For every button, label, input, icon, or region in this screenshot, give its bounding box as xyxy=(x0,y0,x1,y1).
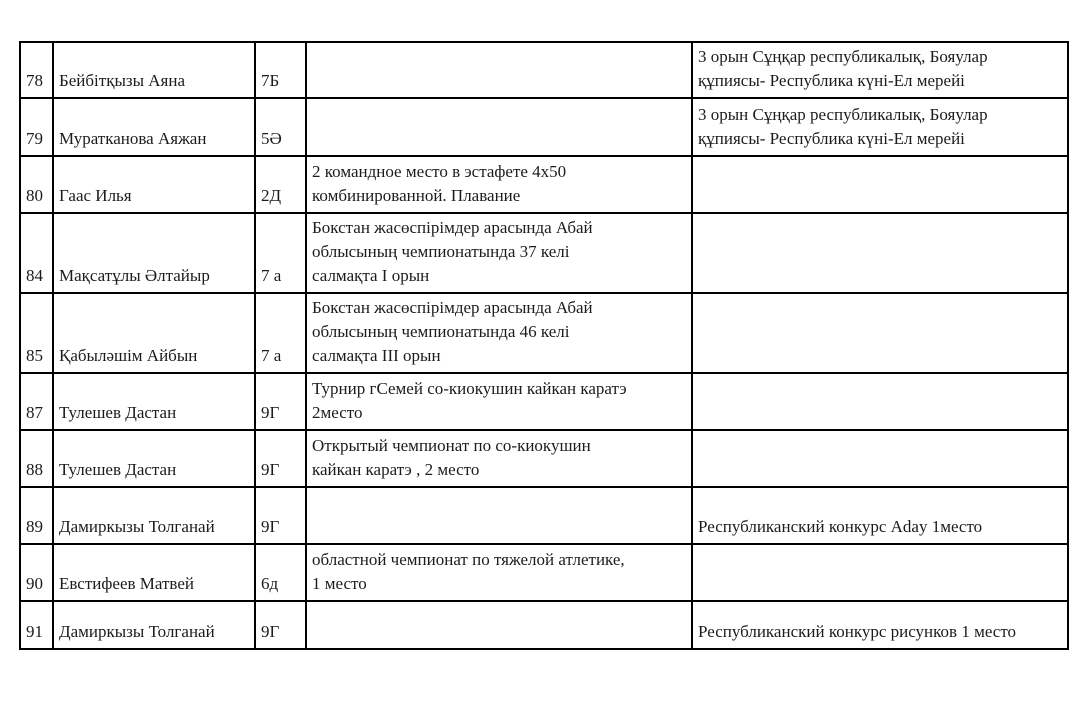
table-row: 85 Қабыләшім Айбын 7 а Бокстан жасөспірі… xyxy=(19,292,1069,374)
achievement-cell-right xyxy=(691,372,1069,431)
grade-cell: 9Г xyxy=(254,486,307,545)
table-row: 89 Дамиркызы Толганай 9Г Республиканский… xyxy=(19,486,1069,545)
grade-cell: 2Д xyxy=(254,155,307,214)
table-row: 84 Мақсатұлы Әлтайыр 7 а Бокстан жасөспі… xyxy=(19,212,1069,294)
table-row: 79 Муратканова Аяжан 5Ә 3 орын Сұңқар ре… xyxy=(19,97,1069,157)
row-number-cell: 90 xyxy=(19,543,54,602)
student-name-cell: Дамиркызы Толганай xyxy=(52,600,256,650)
achievement-cell-right xyxy=(691,543,1069,602)
grade-cell: 9Г xyxy=(254,372,307,431)
achievement-cell-mid: Открытый чемпионат по со-киокушин кайкан… xyxy=(305,429,693,488)
row-number-cell: 87 xyxy=(19,372,54,431)
row-number-cell: 78 xyxy=(19,41,54,99)
student-name-cell: Дамиркызы Толганай xyxy=(52,486,256,545)
table-row: 88 Тулешев Дастан 9Г Открытый чемпионат … xyxy=(19,429,1069,488)
student-name-cell: Евстифеев Матвей xyxy=(52,543,256,602)
achievement-cell-mid: Бокстан жасөспірімдер арасында Абай облы… xyxy=(305,292,693,374)
achievement-cell-right xyxy=(691,292,1069,374)
table-row: 91 Дамиркызы Толганай 9Г Республиканский… xyxy=(19,600,1069,650)
student-name-cell: Қабыләшім Айбын xyxy=(52,292,256,374)
achievement-cell-mid: Турнир гСемей со-киокушин кайкан каратэ … xyxy=(305,372,693,431)
table-row: 80 Гаас Илья 2Д 2 командное место в эста… xyxy=(19,155,1069,214)
grade-cell: 7 а xyxy=(254,212,307,294)
achievement-cell-mid xyxy=(305,600,693,650)
achievement-cell-mid xyxy=(305,41,693,99)
table-row: 78 Бейбітқызы Аяна 7Б 3 орын Сұңқар респ… xyxy=(19,41,1069,99)
student-name-cell: Мақсатұлы Әлтайыр xyxy=(52,212,256,294)
table-row: 90 Евстифеев Матвей 6д областной чемпион… xyxy=(19,543,1069,602)
achievement-cell-right xyxy=(691,155,1069,214)
grade-cell: 7Б xyxy=(254,41,307,99)
achievement-cell-right: Республиканский конкурс Aday 1место xyxy=(691,486,1069,545)
row-number-cell: 85 xyxy=(19,292,54,374)
student-name-cell: Муратканова Аяжан xyxy=(52,97,256,157)
achievement-cell-mid xyxy=(305,97,693,157)
achievement-cell-mid xyxy=(305,486,693,545)
grade-cell: 7 а xyxy=(254,292,307,374)
table-row: 87 Тулешев Дастан 9Г Турнир гСемей со-ки… xyxy=(19,372,1069,431)
row-number-cell: 89 xyxy=(19,486,54,545)
row-number-cell: 88 xyxy=(19,429,54,488)
row-number-cell: 84 xyxy=(19,212,54,294)
achievement-cell-right xyxy=(691,212,1069,294)
achievements-table: 78 Бейбітқызы Аяна 7Б 3 орын Сұңқар респ… xyxy=(19,41,1069,650)
row-number-cell: 91 xyxy=(19,600,54,650)
grade-cell: 6д xyxy=(254,543,307,602)
achievement-cell-mid: 2 командное место в эстафете 4х50 комбин… xyxy=(305,155,693,214)
grade-cell: 9Г xyxy=(254,600,307,650)
student-name-cell: Бейбітқызы Аяна xyxy=(52,41,256,99)
achievement-cell-right xyxy=(691,429,1069,488)
student-name-cell: Тулешев Дастан xyxy=(52,372,256,431)
achievement-cell-right: 3 орын Сұңқар республикалық, Бояулар құп… xyxy=(691,41,1069,99)
grade-cell: 9Г xyxy=(254,429,307,488)
student-name-cell: Гаас Илья xyxy=(52,155,256,214)
achievement-cell-right: Республиканский конкурс рисунков 1 место xyxy=(691,600,1069,650)
achievement-cell-right: 3 орын Сұңқар республикалық, Бояулар құп… xyxy=(691,97,1069,157)
row-number-cell: 80 xyxy=(19,155,54,214)
achievement-cell-mid: областной чемпионат по тяжелой атлетике,… xyxy=(305,543,693,602)
grade-cell: 5Ә xyxy=(254,97,307,157)
student-name-cell: Тулешев Дастан xyxy=(52,429,256,488)
row-number-cell: 79 xyxy=(19,97,54,157)
achievement-cell-mid: Бокстан жасөспірімдер арасында Абай облы… xyxy=(305,212,693,294)
